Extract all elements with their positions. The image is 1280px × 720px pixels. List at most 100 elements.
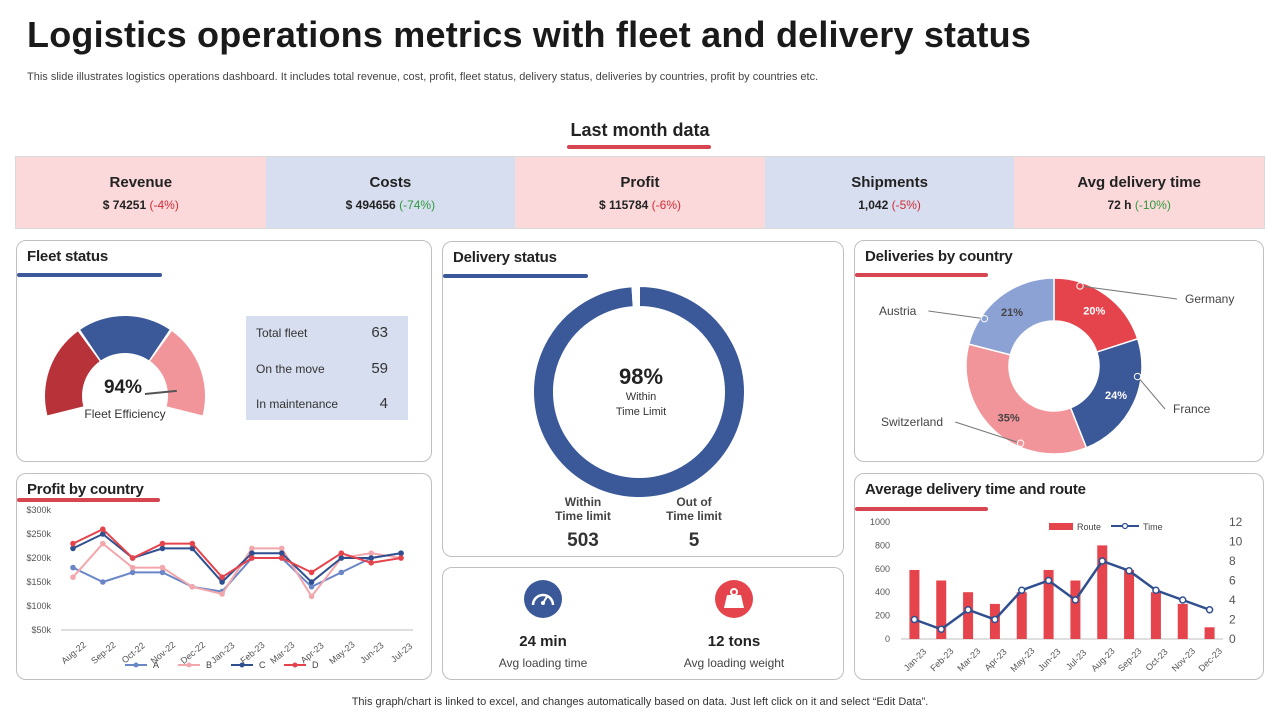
series-point [278,545,285,552]
country-leader-dot [1016,439,1025,447]
route-bar [1177,603,1188,639]
fleet-row-value: 4 [379,395,388,412]
country-name-label: Switzerland [881,415,943,429]
y-right-tick-label: 6 [1229,574,1236,588]
kpi-costs: Costs $ 494656 (-74%) [265,157,516,228]
time-point [991,615,999,624]
delivery-status-panel: Delivery status 98% Within Time Limit Wi… [442,241,844,557]
kpi-value: $ 74251 (-4%) [103,198,179,212]
kpi-label: Costs [369,173,412,191]
country-leader-line [955,421,1021,444]
weight-icon [715,580,753,618]
x-tick-label: Aug-22 [59,640,88,666]
y-left-tick-label: 400 [875,587,890,597]
kpi-avg-delivery-time: Avg delivery time 72 h (-10%) [1014,157,1264,228]
within-label: Within [565,495,602,509]
out-value: 5 [689,530,700,551]
series-point [368,555,374,561]
fleet-table: Total fleet 63 On the move 59 In mainten… [246,316,408,420]
delivery-center-label: Time Limit [616,406,666,418]
fleet-gauge-chart: 94% Fleet Efficiency [45,316,205,421]
kpi-amount: 1,042 [858,197,889,212]
series-point [249,545,255,552]
route-bar [1043,569,1054,639]
x-tick-label: Feb-23 [928,646,955,673]
route-bar [963,592,974,639]
country-leader-dot [980,314,989,323]
y-right-tick-label: 12 [1229,515,1243,529]
series-point [100,526,106,532]
gauge-icon-graphic [531,593,555,606]
fleet-row-label: In maintenance [256,397,339,411]
x-tick-label: Oct-23 [1144,647,1170,673]
time-point [1018,586,1026,594]
x-tick-label: Jan-23 [902,646,929,673]
loading-metrics-panel: 24 min Avg loading time 12 tons Avg load… [442,567,844,680]
legend-label: A [153,660,159,670]
panel-title: Average delivery time and route [865,481,1086,498]
series-point [398,550,404,556]
gauge-icon [524,580,562,618]
gauge-segment [45,331,100,416]
series-point [159,540,166,547]
country-leader-dot [1133,372,1142,381]
route-bar [909,569,920,639]
kpi-label: Avg delivery time [1077,173,1201,191]
delivery-slice [631,284,640,309]
legend-marker [239,662,245,668]
series-point [70,574,76,580]
metric-value: 24 min [519,633,567,650]
series-point [189,540,196,547]
panel-title: Delivery status [453,249,557,266]
y-right-tick-label: 8 [1229,554,1236,568]
avg-delivery-route-panel: Average delivery time and route 0 200 400 6… [854,473,1264,680]
panel-title: Deliveries by country [865,248,1013,265]
x-tick-label: May-23 [1008,646,1036,674]
kpi-amount: $ 115784 [598,197,649,212]
gauge-label: Fleet Efficiency [84,407,165,421]
series-point [159,569,166,576]
series-point [308,584,315,590]
deliveries-by-country-panel: Deliveries by country 20% 24% 35% 21% Germa… [854,240,1264,462]
x-tick-label: May-23 [327,639,356,666]
time-point [910,615,919,624]
y-right-tick-label: 10 [1229,535,1243,549]
y-right-tick-label: 2 [1229,613,1236,627]
series-point [338,569,345,576]
legend-marker [186,662,192,668]
country-name-label: Austria [879,304,917,318]
series-point [189,545,196,552]
legend-label: D [312,660,319,670]
gauge-segment [80,316,170,361]
legend-marker [133,662,139,668]
country-name-label: Germany [1185,292,1234,306]
country-leader-line [1137,376,1166,410]
time-point [1125,567,1133,575]
fleet-row: On the move 59 [246,354,408,384]
route-bar [1097,545,1108,639]
fleet-status-panel: Fleet status 94% Fleet Efficiency Total … [16,240,432,462]
kpi-change: (-6%) [651,197,682,212]
time-point [1179,596,1187,604]
time-point [1152,586,1160,594]
route-bar [936,580,947,639]
series-point [70,540,76,547]
x-tick-label: Dec-23 [1196,646,1224,674]
country-slice [965,343,1088,455]
country-pct-label: 21% [1001,307,1023,319]
metric-value: 12 tons [707,633,761,650]
kpi-change: (-10%) [1134,197,1171,212]
legend-marker-time [1121,522,1129,530]
x-tick-label: Jan-23 [209,640,237,665]
panel-title-underline [855,273,988,277]
page-subtitle: This slide illustrates logistics operati… [27,71,819,83]
y-tick-label: $300k [26,505,51,515]
kpi-label: Profit [620,173,660,191]
series-point [368,550,374,556]
page-title: Logistics operations metrics with fleet … [27,14,1032,55]
panel-title-underline [855,507,988,511]
y-tick-label: $150k [26,577,51,587]
series-line [72,552,402,593]
x-tick-label: Jun-23 [358,640,386,665]
kpi-shipments: Shipments 1,042 (-5%) [764,157,1015,228]
